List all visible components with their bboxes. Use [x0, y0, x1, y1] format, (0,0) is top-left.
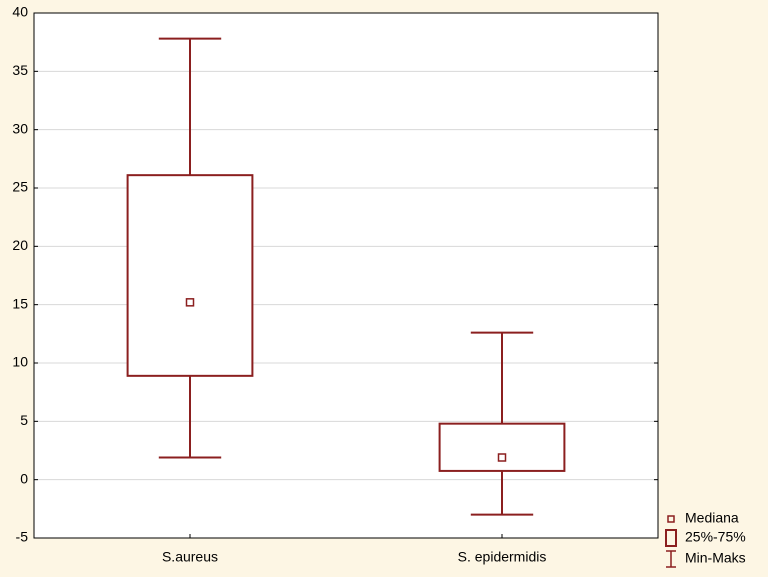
y-tick-label: 30 — [12, 120, 28, 136]
x-tick-label: S.aureus — [162, 549, 218, 565]
legend-label: Min-Maks — [685, 550, 746, 566]
legend-label: Mediana — [685, 510, 739, 526]
y-tick-label: -5 — [16, 529, 29, 545]
y-tick-label: 15 — [12, 295, 28, 311]
median-marker — [185, 298, 195, 307]
y-tick-label: 0 — [20, 470, 28, 486]
median-marker — [497, 453, 507, 462]
legend-median-symbol — [667, 515, 675, 523]
y-tick-label: 40 — [12, 4, 28, 20]
y-tick-label: 25 — [12, 179, 28, 195]
y-tick-label: 5 — [20, 412, 28, 428]
plot-frame — [33, 12, 659, 539]
box — [126, 174, 254, 377]
y-tick-label: 20 — [12, 237, 28, 253]
x-tick-label: S. epidermidis — [458, 549, 547, 565]
y-tick-label: 35 — [12, 62, 28, 78]
y-tick-label: 10 — [12, 354, 28, 370]
legend-label: 25%-75% — [685, 529, 746, 545]
legend-box-symbol — [665, 529, 677, 547]
box — [438, 422, 566, 472]
